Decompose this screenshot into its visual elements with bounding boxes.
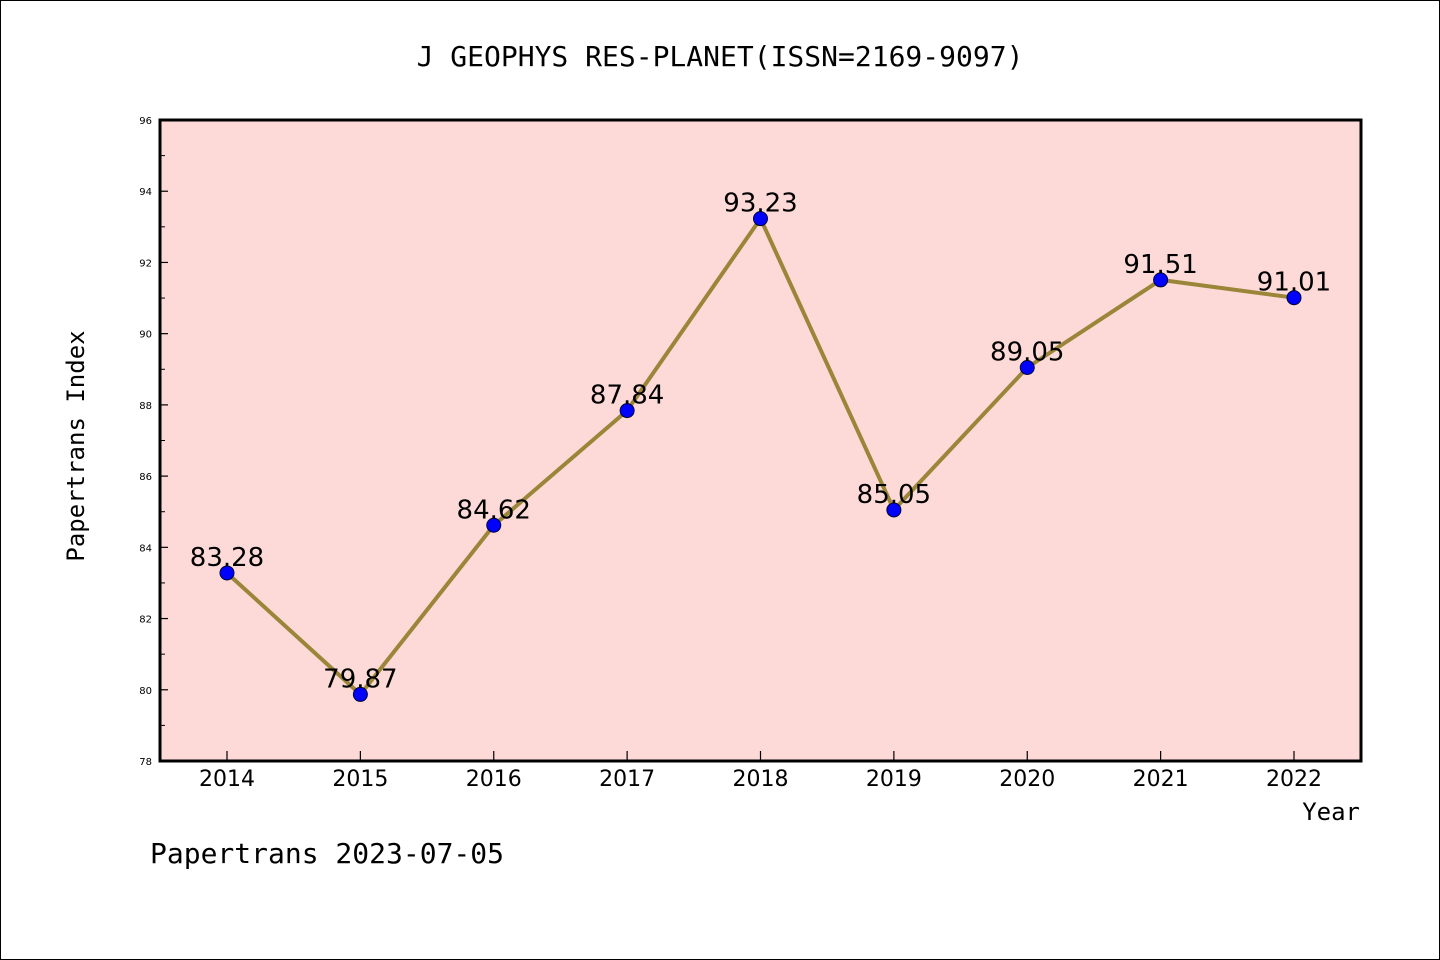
y-tick-label: 84 — [139, 543, 152, 554]
x-tick-label: 2017 — [599, 767, 655, 792]
data-point-label: 91.01 — [1257, 268, 1331, 298]
data-point-marker — [886, 502, 902, 518]
y-tick-label: 96 — [139, 116, 152, 127]
y-tick-label: 88 — [139, 401, 152, 412]
y-tick-label: 90 — [139, 330, 152, 341]
x-axis-label: Year — [1302, 798, 1360, 826]
x-tick-label: 2016 — [466, 767, 522, 792]
data-point-marker — [1019, 359, 1035, 375]
data-point-marker — [219, 565, 235, 581]
data-point-marker — [619, 403, 635, 419]
chart-title: J GEOPHYS RES-PLANET(ISSN=2169-9097) — [417, 40, 1024, 73]
data-point-label: 79.87 — [323, 664, 397, 694]
x-tick-label: 2019 — [866, 767, 922, 792]
data-point-marker — [1153, 272, 1169, 288]
data-point-marker — [352, 686, 368, 702]
plot-border — [158, 118, 1363, 763]
x-tick-label: 2014 — [199, 767, 255, 792]
data-point-label: 84.62 — [457, 495, 531, 525]
plot-area — [160, 120, 1361, 761]
data-labels: 83.28 79.87 84.62 87.84 93.23 85.05 89.05 91.51… — [190, 189, 1331, 695]
data-point-label: 83.28 — [190, 543, 264, 573]
data-point-label: 93.23 — [723, 189, 797, 219]
y-tick-label: 94 — [139, 187, 152, 198]
y-tick-label: 92 — [139, 258, 152, 269]
x-axis: 2014 2015 2016 2017 2018 2019 2020 2021 2022 — [199, 751, 1322, 792]
y-tick-label: 78 — [139, 757, 152, 768]
x-tick-label: 2020 — [999, 767, 1055, 792]
data-point-label: 89.05 — [990, 337, 1064, 367]
y-tick-label: 86 — [139, 472, 152, 483]
data-point-label: 91.51 — [1123, 250, 1197, 280]
y-tick-label: 82 — [139, 615, 152, 626]
data-point-marker — [486, 517, 502, 533]
x-tick-label: 2022 — [1266, 767, 1322, 792]
x-tick-label: 2015 — [332, 767, 388, 792]
footer-watermark: Papertrans 2023-07-05 — [150, 837, 504, 870]
series-markers — [219, 211, 1302, 702]
data-point-marker — [1286, 290, 1302, 306]
x-tick-label: 2021 — [1133, 767, 1189, 792]
data-point-marker — [753, 211, 768, 227]
y-tick-label: 80 — [139, 686, 152, 697]
data-point-label: 85.05 — [857, 480, 931, 510]
data-point-label: 87.84 — [590, 381, 664, 411]
x-tick-label: 2018 — [733, 767, 789, 792]
y-axis-label: Papertrans Index — [62, 330, 90, 561]
